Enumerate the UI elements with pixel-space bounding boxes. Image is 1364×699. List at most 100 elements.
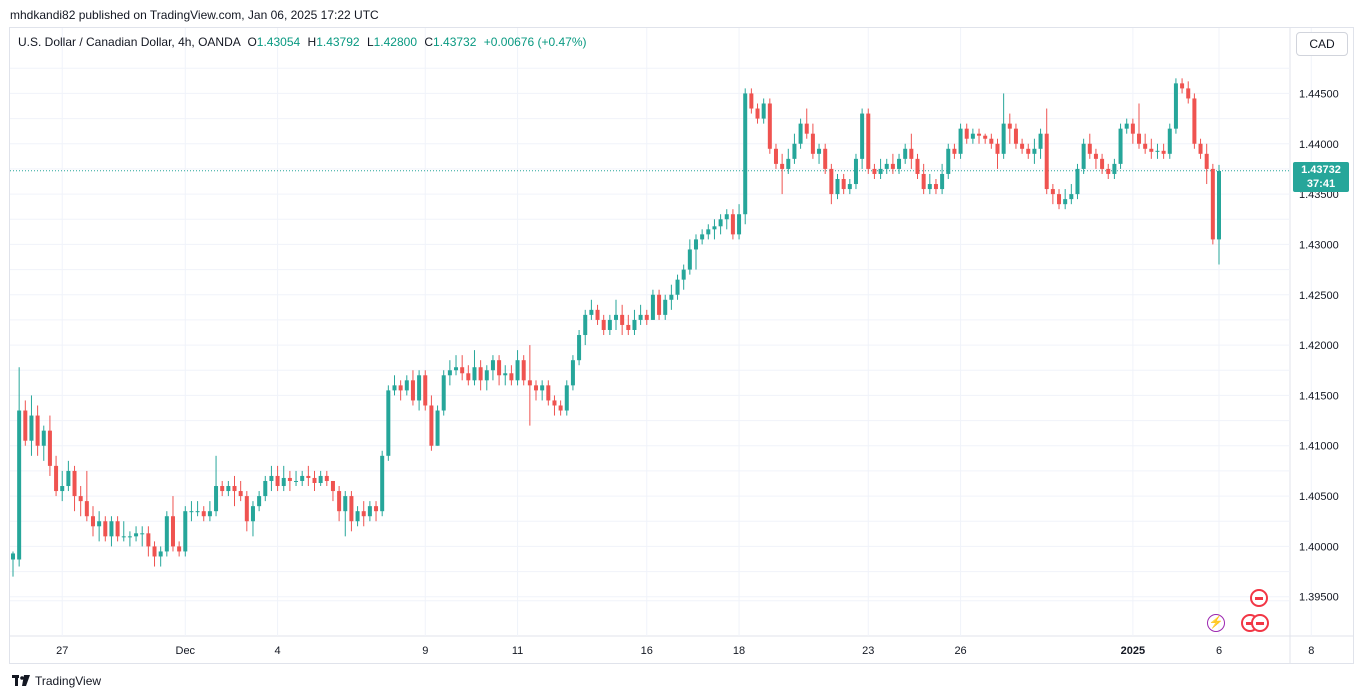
candle-body-down	[595, 309, 600, 320]
candle-body-up	[614, 314, 618, 320]
low-label: L	[366, 35, 374, 49]
price-tick-label: 1.40500	[1299, 491, 1339, 503]
candle-body-down	[1204, 153, 1209, 169]
candle-body-up	[607, 319, 612, 330]
last-price-value: 1.43732	[1301, 163, 1341, 176]
candle-body-up	[650, 294, 655, 320]
candle-body-up	[1155, 150, 1160, 152]
candle-body-up	[743, 93, 748, 215]
bar-countdown: 37:41	[1306, 177, 1336, 190]
candle-body-down	[72, 470, 77, 497]
high-label: H	[307, 35, 317, 49]
candle-body-down	[915, 158, 920, 174]
time-axis[interactable]: 27 Dec 4 9 11 16 18 23 26 2025 6 8	[56, 645, 1314, 657]
candle-body-down	[995, 143, 1000, 154]
candle-body-up	[380, 455, 385, 512]
candle-body-up	[484, 370, 489, 381]
candle-body-down	[1149, 148, 1154, 152]
candle-body-up	[294, 480, 299, 482]
candle-body-up	[1118, 128, 1123, 164]
candle-body-down	[527, 380, 532, 386]
candle-body-up	[638, 314, 643, 320]
candle-body-down	[909, 148, 914, 159]
chart-frame[interactable]	[9, 27, 1354, 664]
candle-body-up	[66, 470, 71, 487]
tradingview-logo-icon	[12, 675, 30, 686]
candle-body-down	[84, 501, 89, 517]
price-tick-label: 1.41000	[1299, 441, 1339, 453]
candles	[11, 78, 1221, 577]
candle-body-up	[441, 375, 446, 411]
candle-body-up	[318, 475, 323, 483]
tradingview-logo[interactable]: TradingView	[12, 674, 101, 688]
candle-body-up	[1124, 123, 1129, 129]
last-price-label: 1.43732 37:41	[1293, 161, 1349, 192]
candle-body-up	[207, 511, 212, 517]
price-tick-label: 1.42000	[1299, 340, 1339, 352]
candle-body-down	[361, 511, 366, 517]
candle-body-up	[884, 163, 889, 169]
candle-body-down	[964, 128, 969, 139]
candle-body-down	[410, 380, 415, 401]
candle-body-down	[324, 475, 329, 481]
published-by-line: mhdkandi82 published on TradingView.com,…	[10, 8, 379, 22]
candle-body-down	[1013, 128, 1018, 144]
time-tick-label: 8	[1308, 645, 1314, 657]
candle-body-down	[478, 367, 483, 381]
candle-body-down	[558, 405, 563, 411]
candle-body-up	[675, 279, 680, 295]
candle-body-down	[829, 168, 834, 195]
candle-body-up	[97, 521, 102, 527]
canada-flag-icon[interactable]	[1251, 614, 1269, 632]
candle-body-up	[1217, 170, 1221, 240]
candle-body-down	[330, 480, 335, 492]
candle-body-down	[767, 103, 772, 149]
candle-body-up	[41, 430, 46, 446]
candle-body-up	[257, 496, 262, 507]
candle-body-down	[933, 184, 938, 190]
candle-body-up	[127, 536, 132, 538]
candle-body-down	[1020, 143, 1025, 149]
candle-body-up	[140, 533, 145, 535]
candle-body-up	[1038, 133, 1043, 149]
candle-body-down	[429, 405, 434, 446]
candle-body-up	[472, 367, 477, 381]
candle-body-down	[23, 410, 28, 441]
candle-body-up	[712, 226, 717, 230]
candle-body-up	[663, 299, 668, 315]
candle-body-up	[860, 113, 865, 159]
currency-button[interactable]: CAD	[1296, 32, 1348, 56]
price-axis[interactable]: 1.39500 1.40000 1.40500 1.41000 1.41500 1.420…	[1299, 88, 1339, 603]
candle-body-up	[343, 496, 348, 512]
candle-body-up	[761, 103, 766, 119]
candle-body-up	[706, 229, 711, 235]
candle-body-up	[903, 148, 908, 159]
candle-body-up	[718, 219, 723, 227]
candle-body-down	[201, 511, 206, 517]
candle-body-up	[570, 360, 575, 386]
candle-body-up	[367, 506, 372, 517]
candle-body-down	[47, 430, 52, 466]
candle-body-up	[263, 480, 268, 497]
candle-body-up	[792, 143, 797, 159]
candle-body-up	[589, 309, 594, 315]
candle-body-down	[989, 138, 994, 144]
canada-flag-icon[interactable]	[1250, 589, 1268, 607]
lightning-icon[interactable]: ⚡	[1207, 614, 1225, 632]
candle-body-up	[681, 269, 686, 280]
time-tick-label: 11	[512, 645, 523, 657]
candle-body-up	[632, 319, 637, 330]
time-tick-label: 6	[1216, 645, 1222, 657]
candle-body-down	[1180, 83, 1185, 89]
candle-body-down	[220, 486, 225, 492]
candle-body-down	[1106, 168, 1111, 174]
candle-body-down	[749, 93, 754, 109]
price-tick-label: 1.44500	[1299, 88, 1339, 100]
candle-body-up	[1032, 148, 1037, 154]
candle-body-down	[460, 367, 465, 374]
candle-body-up	[404, 380, 409, 391]
candle-body-up	[158, 551, 163, 557]
candle-body-down	[466, 373, 471, 381]
candle-body-up	[897, 158, 902, 169]
